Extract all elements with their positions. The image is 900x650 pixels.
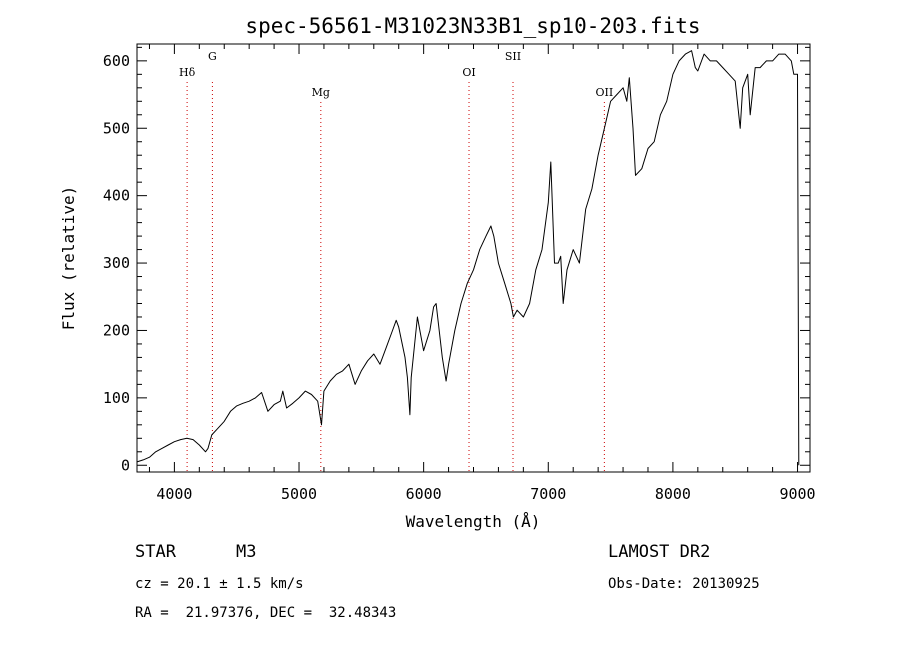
y-axis-label: Flux (relative) xyxy=(59,186,78,331)
y-tick-label: 0 xyxy=(121,456,130,474)
marker-label: OII xyxy=(596,86,614,99)
x-tick-label: 9000 xyxy=(779,485,815,503)
observation-date: Obs-Date: 20130925 xyxy=(608,576,760,592)
marker-label: G xyxy=(208,50,217,63)
spectrum-line xyxy=(136,50,800,466)
redshift-velocity: cz = 20.1 ± 1.5 km/s xyxy=(135,576,304,592)
y-tick-label: 600 xyxy=(103,52,130,70)
marker-label: Mg xyxy=(312,86,330,99)
object-subclass: M3 xyxy=(236,542,257,562)
x-tick-label: 4000 xyxy=(156,485,192,503)
marker-label: OI xyxy=(462,66,475,79)
y-tick-label: 300 xyxy=(103,254,130,272)
y-tick-label: 400 xyxy=(103,187,130,205)
y-tick-label: 500 xyxy=(103,119,130,137)
survey-name: LAMOST DR2 xyxy=(608,542,711,562)
y-axis: 0 100 200 300 400 500 600 xyxy=(103,46,810,474)
x-axis-label: Wavelength (Å) xyxy=(406,512,541,531)
x-tick-label: 7000 xyxy=(530,485,566,503)
plot-frame xyxy=(136,43,811,473)
coordinates: RA = 21.97376, DEC = 32.48343 xyxy=(135,605,397,621)
y-tick-label: 100 xyxy=(103,389,130,407)
x-tick-label: 6000 xyxy=(406,485,442,503)
x-tick-label: 8000 xyxy=(655,485,691,503)
y-tick-label: 200 xyxy=(103,321,130,339)
x-axis: 4000 5000 6000 7000 8000 9000 xyxy=(148,44,816,503)
object-class: STAR xyxy=(135,542,176,562)
chart-title: spec-56561-M31023N33B1_sp10-203.fits xyxy=(245,14,700,38)
marker-label: SII xyxy=(505,50,521,63)
x-tick-label: 5000 xyxy=(281,485,317,503)
line-markers: Hδ G Mg OI SII OII xyxy=(179,50,613,472)
marker-label: Hδ xyxy=(179,66,196,79)
